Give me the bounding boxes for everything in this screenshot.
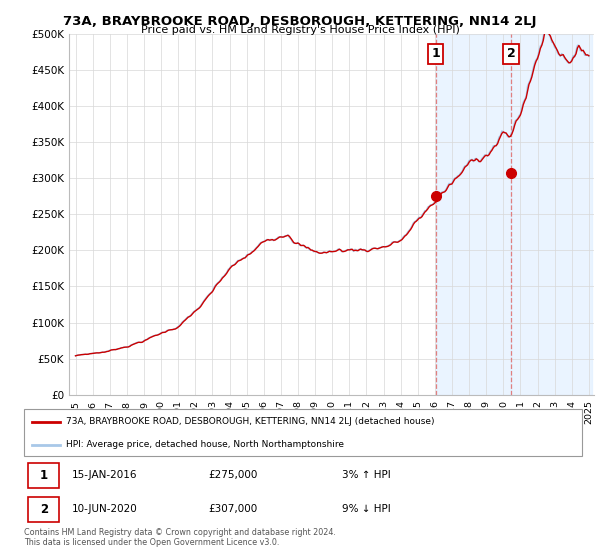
Text: 1: 1 [431,48,440,60]
Text: 10-JUN-2020: 10-JUN-2020 [71,505,137,515]
Text: 1: 1 [40,469,48,482]
Bar [511,34,592,395]
Bar [436,34,511,395]
Text: 73A, BRAYBROOKE ROAD, DESBOROUGH, KETTERING, NN14 2LJ: 73A, BRAYBROOKE ROAD, DESBOROUGH, KETTER… [63,15,537,27]
Text: £307,000: £307,000 [208,505,257,515]
FancyBboxPatch shape [28,497,59,522]
Text: Contains HM Land Registry data © Crown copyright and database right 2024.
This d: Contains HM Land Registry data © Crown c… [24,528,336,547]
Text: 3% ↑ HPI: 3% ↑ HPI [342,470,391,480]
Text: HPI: Average price, detached house, North Northamptonshire: HPI: Average price, detached house, Nort… [66,440,344,449]
Text: 15-JAN-2016: 15-JAN-2016 [71,470,137,480]
Text: Price paid vs. HM Land Registry's House Price Index (HPI): Price paid vs. HM Land Registry's House … [140,25,460,35]
Text: 73A, BRAYBROOKE ROAD, DESBOROUGH, KETTERING, NN14 2LJ (detached house): 73A, BRAYBROOKE ROAD, DESBOROUGH, KETTER… [66,417,434,426]
Text: 2: 2 [40,503,48,516]
FancyBboxPatch shape [24,409,582,456]
Text: £275,000: £275,000 [208,470,257,480]
Text: 2: 2 [506,48,515,60]
FancyBboxPatch shape [28,463,59,488]
Text: 9% ↓ HPI: 9% ↓ HPI [342,505,391,515]
